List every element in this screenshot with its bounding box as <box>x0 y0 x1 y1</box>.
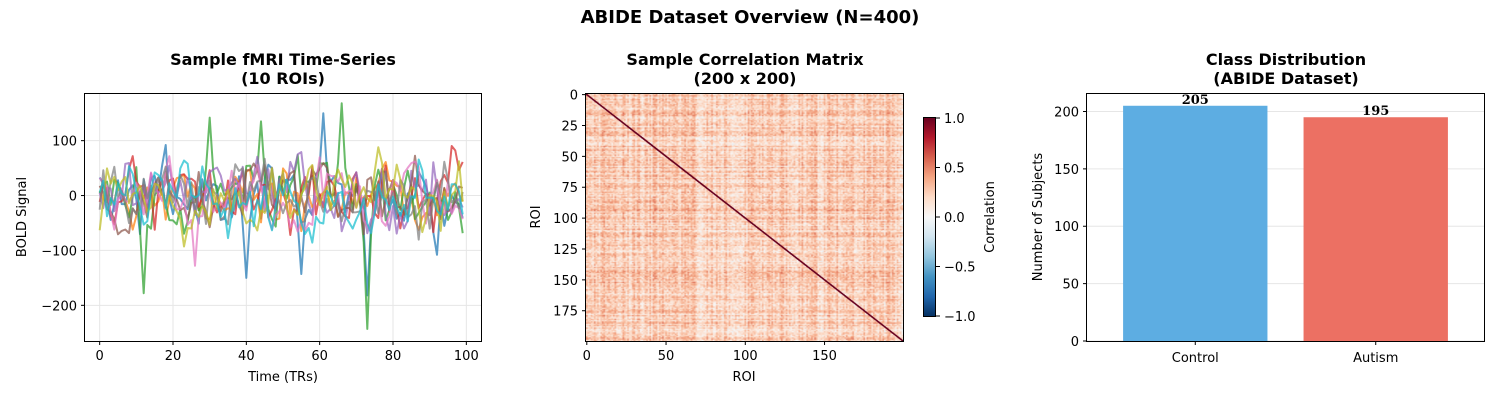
bar-ytick-label: 150 <box>1054 163 1079 178</box>
correlation-xtick-label: 150 <box>812 349 837 364</box>
bar-ylabel: Number of Subjects <box>1031 153 1046 282</box>
timeseries-xtick-label: 80 <box>385 349 402 364</box>
bar-ticks: 0 50 100 150 200 Control Autism <box>1054 105 1398 366</box>
bar-value-label: 195 <box>1362 104 1389 119</box>
bar-ytick-label: 50 <box>1062 278 1079 293</box>
timeseries-ytick-label: −200 <box>41 299 77 314</box>
colorbar-tick-label: −1.0 <box>944 310 976 325</box>
figure-suptitle: ABIDE Dataset Overview (N=400) <box>581 7 920 28</box>
correlation-title-line2: (200 x 200) <box>694 69 797 88</box>
correlation-xtick-label: 50 <box>658 349 675 364</box>
colorbar-tick-label: 1.0 <box>944 112 965 127</box>
timeseries-lines <box>98 102 464 330</box>
correlation-ytick-label: 100 <box>553 212 578 227</box>
timeseries-ytick-label: 0 <box>69 190 77 205</box>
bar-ytick-label: 0 <box>1071 335 1079 350</box>
timeseries-ticks: 0 20 40 60 80 100 100 0 −100 −200 <box>41 135 478 364</box>
timeseries-title-line2: (10 ROIs) <box>241 69 325 88</box>
bar-title-line2: (ABIDE Dataset) <box>1213 69 1358 88</box>
bar-control <box>1123 105 1268 341</box>
correlation-xtick-label: 100 <box>733 349 758 364</box>
timeseries-line-roi-10 <box>98 158 464 244</box>
timeseries-axes-frame <box>84 93 482 342</box>
correlation-diagonal <box>585 93 904 342</box>
colorbar-tick-label: 0.0 <box>944 211 965 226</box>
correlation-xlabel: ROI <box>732 370 755 385</box>
colorbar-label: Correlation <box>983 181 998 253</box>
bar-category-label: Autism <box>1353 351 1398 366</box>
correlation-ytick-label: 75 <box>561 181 578 196</box>
correlation-xtick-label: 0 <box>583 349 591 364</box>
correlation-ytick-label: 25 <box>561 119 578 134</box>
correlation-ytick-label: 175 <box>553 305 578 320</box>
timeseries-xtick-label: 0 <box>96 349 104 364</box>
bar-ytick-label: 200 <box>1054 105 1079 120</box>
correlation-title-line1: Sample Correlation Matrix <box>626 50 864 69</box>
bar-ytick-label: 100 <box>1054 220 1079 235</box>
bar-value-label: 205 <box>1182 93 1209 108</box>
timeseries-xtick-label: 40 <box>238 349 255 364</box>
correlation-ytick-label: 150 <box>553 274 578 289</box>
correlation-ticks: 0 50 100 150 0 25 50 75 100 125 150 175 <box>553 89 837 364</box>
bar-category-label: Control <box>1172 351 1219 366</box>
timeseries-ytick-label: 100 <box>52 135 77 150</box>
correlation-ylabel: ROI <box>529 205 544 228</box>
correlation-ytick-label: 125 <box>553 243 578 258</box>
timeseries-xtick-label: 60 <box>311 349 328 364</box>
timeseries-ylabel: BOLD Signal <box>15 177 30 257</box>
correlation-ytick-label: 0 <box>570 89 578 104</box>
correlation-axes-frame <box>585 93 904 342</box>
class-distribution-panel: Class Distribution (ABIDE Dataset) 205 19… <box>1031 50 1485 366</box>
bar-series: 205 195 <box>1123 93 1448 341</box>
timeseries-line-roi-9 <box>98 146 464 248</box>
timeseries-panel: Sample fMRI Time-Series (10 ROIs) 0 20 40 6… <box>15 50 482 385</box>
correlation-panel: Sample Correlation Matrix (200 x 200) 0 5… <box>529 50 998 385</box>
timeseries-title-line1: Sample fMRI Time-Series <box>170 50 396 69</box>
timeseries-grid <box>85 94 481 341</box>
timeseries-xtick-label: 20 <box>165 349 182 364</box>
bar-axes-frame <box>1086 93 1485 342</box>
correlation-ytick-label: 50 <box>561 150 578 165</box>
timeseries-ytick-label: −100 <box>41 244 77 259</box>
timeseries-xlabel: Time (TRs) <box>247 370 318 385</box>
colorbar <box>923 117 936 317</box>
timeseries-xtick-label: 100 <box>454 349 479 364</box>
colorbar-ticks: 1.0 0.5 0.0 −0.5 −1.0 <box>936 112 976 325</box>
colorbar-tick-label: −0.5 <box>944 261 976 276</box>
bar-autism <box>1303 117 1448 341</box>
bar-title-line1: Class Distribution <box>1206 50 1366 69</box>
colorbar-tick-label: 0.5 <box>944 162 965 177</box>
